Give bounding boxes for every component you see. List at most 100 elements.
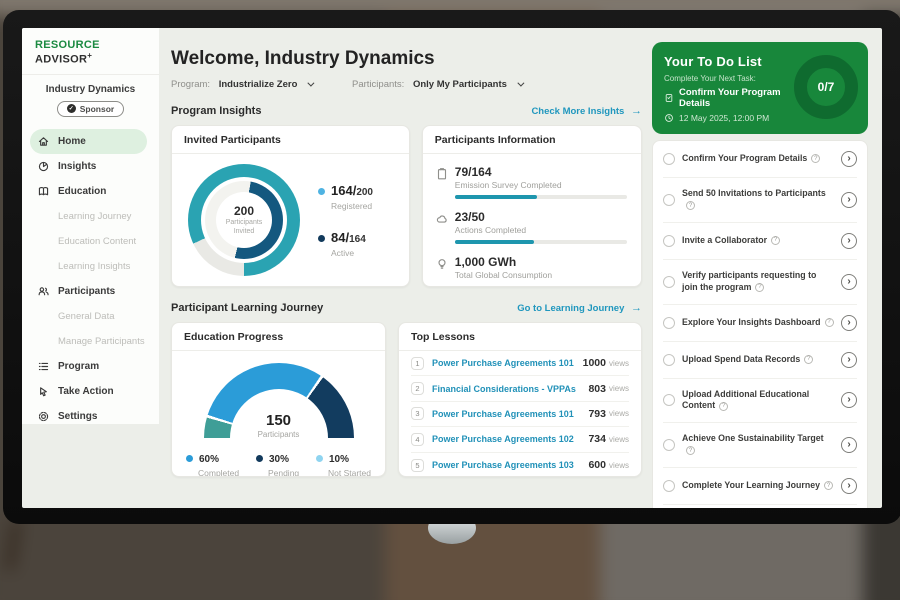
todo-due-label: 12 May 2025, 12:00 PM: [679, 113, 770, 123]
sidebar-item-manage-participants[interactable]: Manage Participants: [22, 329, 159, 354]
card-title: Top Lessons: [399, 323, 641, 351]
legend-dot: [318, 235, 325, 242]
sidebar-item-program[interactable]: Program: [22, 354, 159, 379]
gear-icon: [36, 409, 50, 423]
task-label: Upload Additional Educational Content: [682, 388, 810, 411]
sidebar-item-insights[interactable]: Insights: [22, 154, 159, 179]
lesson-link[interactable]: Power Purchase Agreements 102: [432, 434, 574, 445]
task-open-button[interactable]: ›: [841, 191, 857, 208]
task-checkbox[interactable]: [663, 234, 675, 247]
todo-progress-value: 0/7: [817, 80, 835, 94]
task-label: Upload Spend Data Records: [682, 353, 801, 364]
clock-icon: [665, 114, 673, 122]
logo-primary: RESOURCE: [35, 39, 100, 51]
legend-label: Active: [331, 248, 355, 258]
legend-value-total: 164: [349, 234, 366, 245]
donut-center-label: Participants: [225, 218, 263, 226]
legend-label: Not Started: [328, 468, 371, 477]
task-checkbox[interactable]: [663, 275, 675, 288]
sidebar-item-home[interactable]: Home: [30, 128, 147, 154]
card-title: Invited Participants: [172, 126, 409, 154]
help-icon[interactable]: ?: [686, 446, 695, 456]
task-open-button[interactable]: ›: [841, 232, 857, 249]
task-checkbox[interactable]: [663, 316, 675, 329]
program-filter[interactable]: Program: Industrialize Zero: [171, 79, 315, 90]
task-open-button[interactable]: ›: [841, 478, 857, 494]
info-value: 1,000 GWh: [454, 255, 517, 269]
sidebar-item-label: General Data: [58, 310, 115, 322]
legend-label: Completed: [198, 468, 240, 477]
todo-header: Your To Do List Complete Your Next Task:…: [652, 42, 868, 134]
help-icon[interactable]: ?: [771, 235, 781, 245]
info-value: 79/164: [454, 165, 492, 179]
info-value: 23/50: [454, 210, 485, 224]
collapse-tasks-link[interactable]: Collapse Tasks: [663, 505, 857, 508]
lesson-views-suffix: views: [608, 384, 629, 394]
participants-filter[interactable]: Participants: Only My Participants: [352, 79, 525, 90]
task-open-button[interactable]: ›: [841, 437, 857, 454]
clipboard-icon: [665, 94, 673, 102]
arrow-right-icon: →: [631, 302, 642, 314]
help-icon[interactable]: ?: [824, 481, 834, 491]
participants-filter-value: Only My Participants: [412, 79, 507, 90]
program-filter-label: Program:: [171, 79, 211, 90]
task-checkbox[interactable]: [663, 439, 675, 452]
help-icon[interactable]: ?: [755, 282, 765, 292]
sidebar-item-learning-journey[interactable]: Learning Journey: [22, 204, 159, 229]
sidebar-item-label: Settings: [58, 410, 98, 422]
lesson-rank: 2: [411, 382, 424, 396]
help-icon[interactable]: ?: [811, 154, 821, 164]
task-checkbox[interactable]: [663, 193, 675, 206]
lesson-rank: 5: [411, 458, 424, 472]
go-to-learning-journey-link[interactable]: Go to Learning Journey →: [517, 302, 642, 314]
gauge-center-value: 150: [265, 412, 292, 429]
lesson-link[interactable]: Financial Considerations - VPPAs: [432, 383, 576, 394]
lesson-link[interactable]: Power Purchase Agreements 101: [432, 408, 574, 419]
legend-dot: [318, 188, 325, 195]
check-more-insights-link[interactable]: Check More Insights →: [531, 105, 642, 117]
lesson-views-suffix: views: [608, 409, 629, 419]
help-icon[interactable]: ?: [804, 354, 814, 364]
info-label: Emission Survey Completed: [454, 180, 562, 190]
task-checkbox[interactable]: [663, 153, 675, 165]
learning-journey-header: Participant Learning Journey Go to Learn…: [171, 302, 642, 314]
sidebar-item-participants[interactable]: Participants: [22, 279, 159, 304]
task-checkbox[interactable]: [663, 394, 675, 407]
arrow-right-icon: →: [631, 105, 642, 117]
education-gauge-chart: 150 Participants: [203, 363, 354, 439]
program-filter-value: Industrialize Zero: [218, 79, 298, 90]
todo-next-task-label: Confirm Your Program Details: [679, 87, 781, 109]
sponsor-badge-label: Sponsor: [79, 103, 115, 114]
task-label: Send 50 Invitations to Participants: [682, 188, 826, 198]
task-open-button[interactable]: ›: [841, 392, 857, 409]
sidebar-item-label: Education: [58, 185, 107, 197]
lesson-link[interactable]: Power Purchase Agreements 103: [432, 460, 574, 471]
participants-information-card: Participants Information 79/164 Emission…: [421, 125, 642, 287]
task-checkbox[interactable]: [663, 480, 675, 492]
sidebar-item-general-data[interactable]: General Data: [22, 304, 159, 329]
app-logo: RESOURCE ADVISOR+: [22, 28, 159, 66]
lesson-link[interactable]: Power Purchase Agreements 101: [432, 358, 574, 369]
task-open-button[interactable]: ›: [841, 151, 857, 167]
help-icon[interactable]: ?: [719, 401, 729, 411]
legend-dot: [186, 455, 193, 462]
sponsor-icon: ✓: [66, 104, 76, 114]
sidebar-item-settings[interactable]: Settings: [22, 404, 159, 429]
task-open-button[interactable]: ›: [841, 314, 857, 331]
sidebar-item-education-content[interactable]: Education Content: [22, 229, 159, 254]
task-label: Confirm Your Program Details: [682, 153, 808, 164]
help-icon[interactable]: ?: [824, 317, 834, 327]
legend-label: Registered: [331, 201, 373, 211]
todo-title: Your To Do List: [664, 54, 762, 69]
help-icon[interactable]: ?: [686, 201, 695, 211]
sidebar-item-learning-insights[interactable]: Learning Insights: [22, 254, 159, 279]
lesson-row: 2 Financial Considerations - VPPAs 803 v…: [411, 376, 629, 402]
sidebar-item-education[interactable]: Education: [22, 179, 159, 204]
task-checkbox[interactable]: [663, 353, 675, 366]
home-icon: [36, 134, 50, 148]
task-open-button[interactable]: ›: [841, 273, 857, 290]
legend-dot: [255, 455, 263, 462]
task-open-button[interactable]: ›: [841, 351, 857, 368]
sidebar-item-take-action[interactable]: Take Action: [22, 379, 159, 404]
lesson-row: 3 Power Purchase Agreements 101 793 view…: [411, 402, 629, 428]
